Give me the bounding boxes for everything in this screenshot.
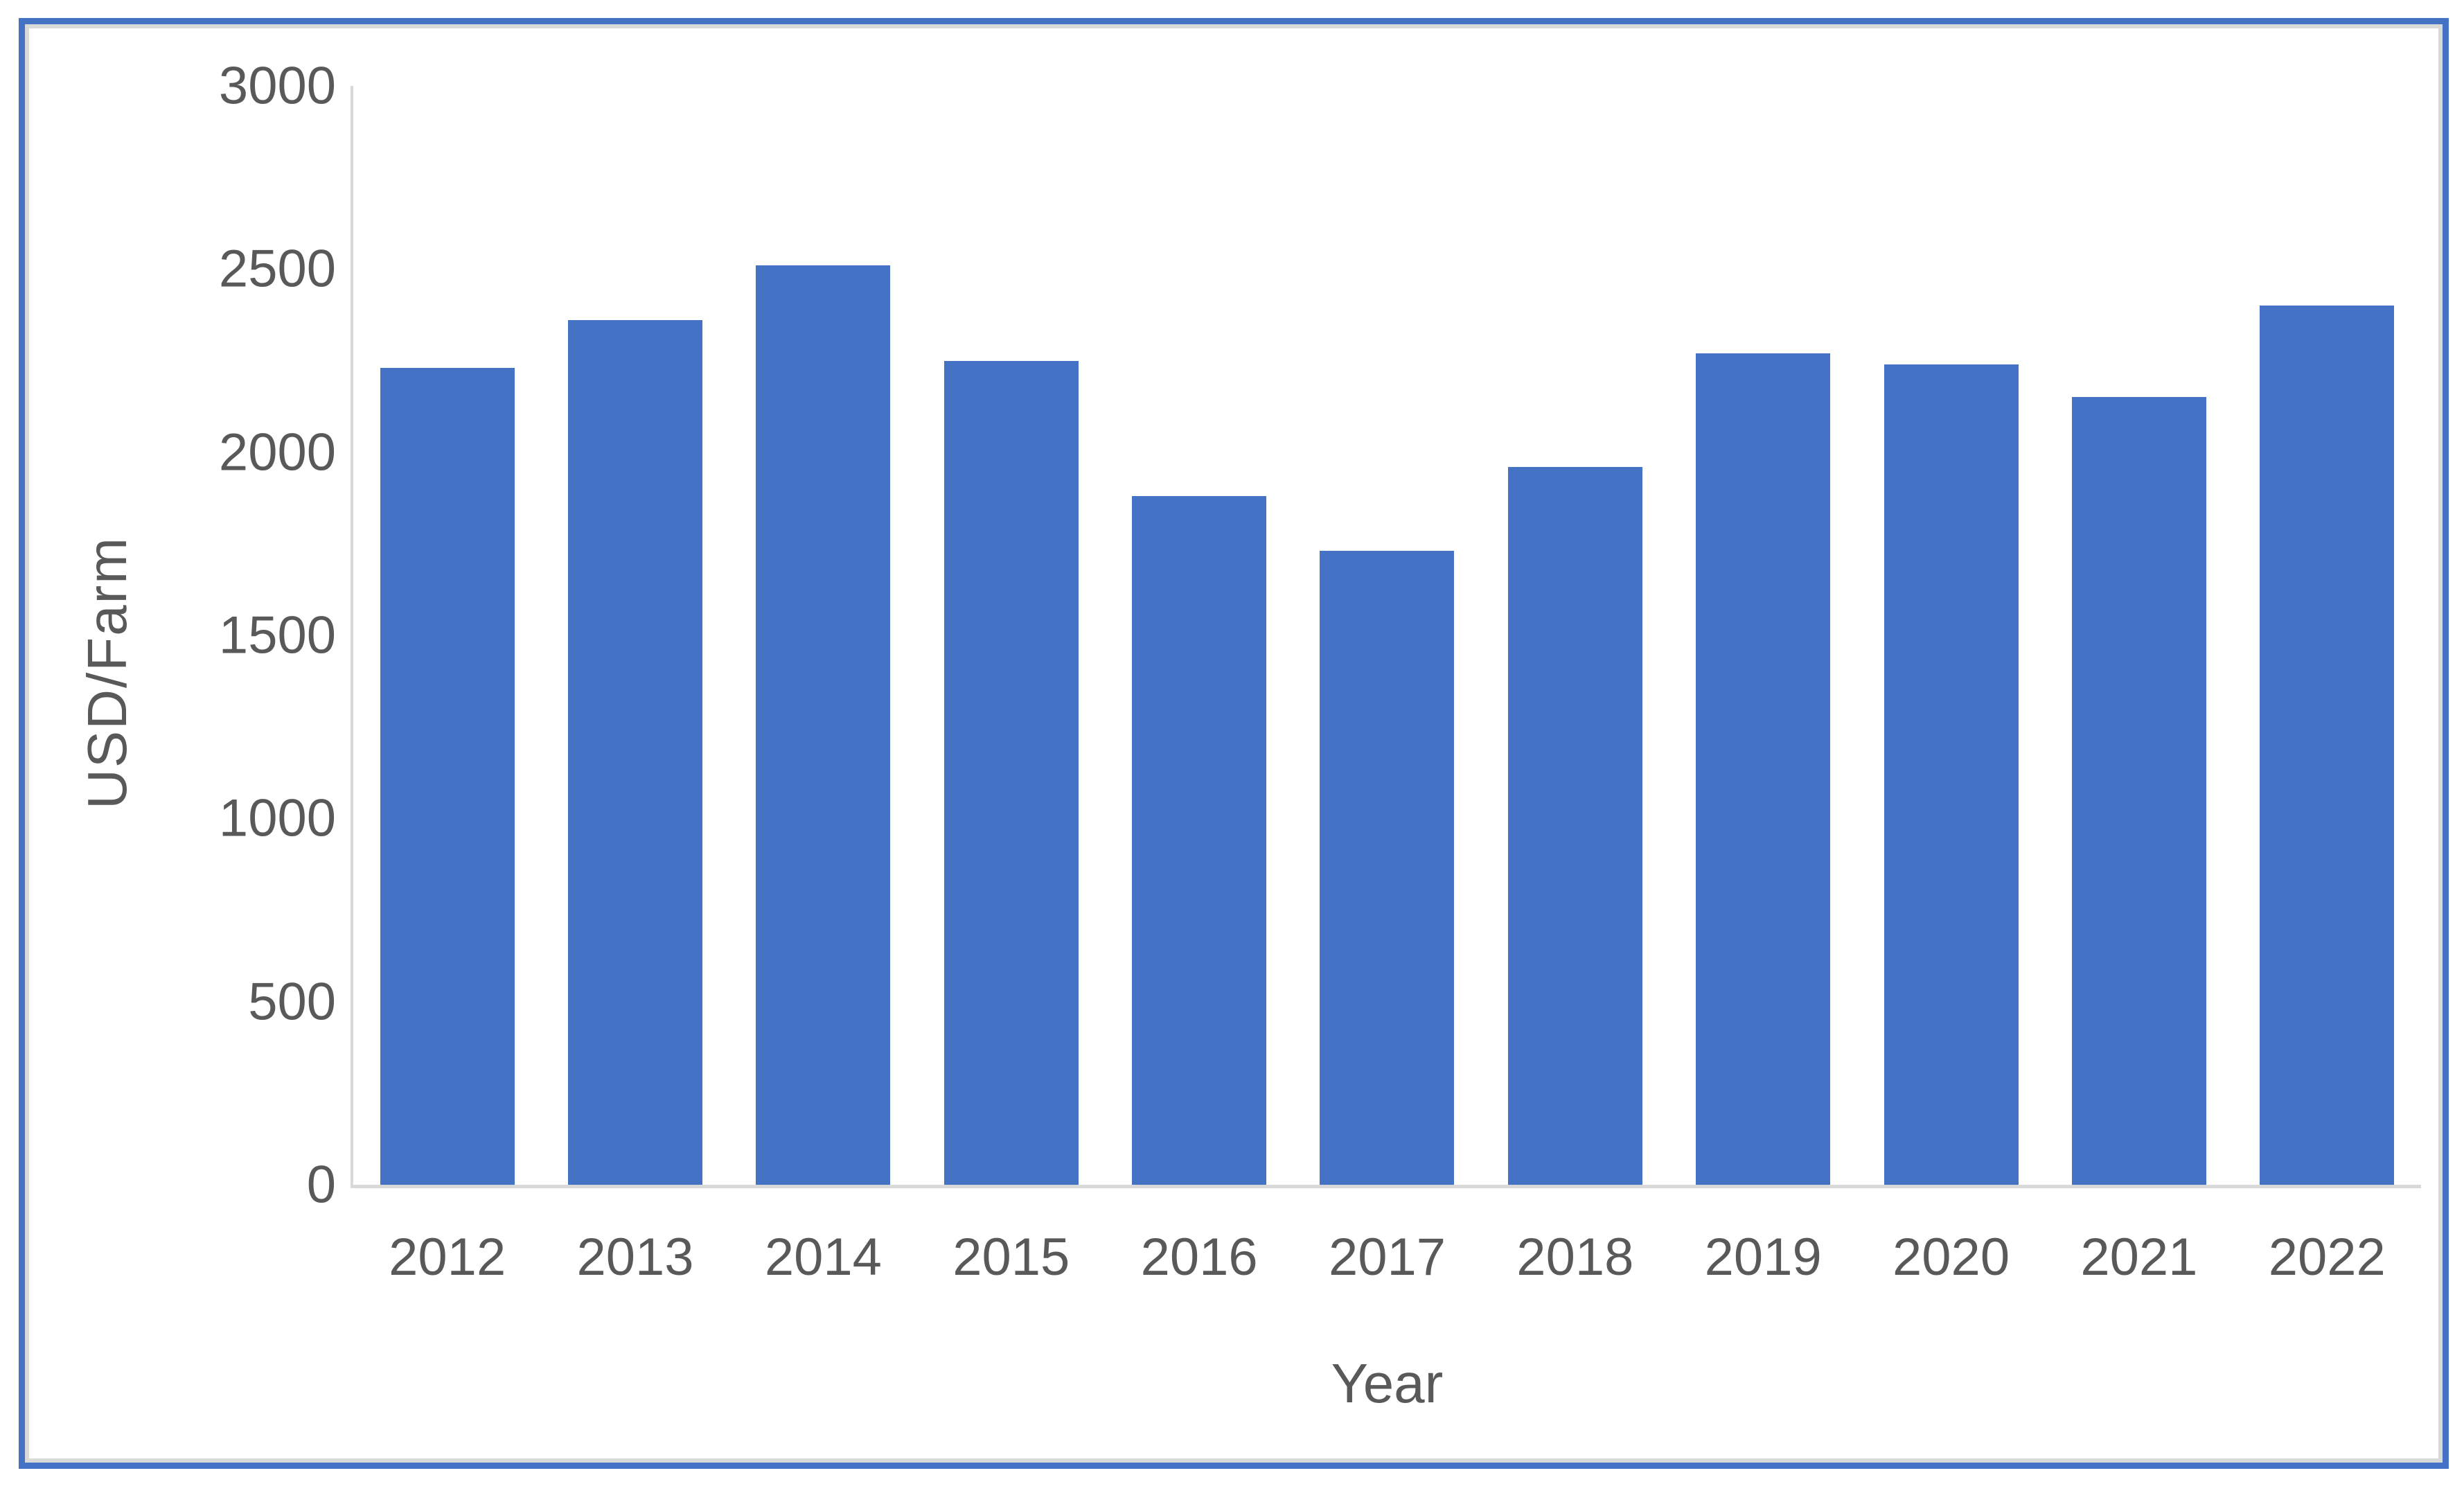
bar-slot-2013: [541, 86, 729, 1185]
x-axis: 2012 2013 2014 2015 2016 2017 2018 2019 2020 2021…: [353, 1230, 2421, 1285]
bar-slot-2012: [353, 86, 541, 1185]
x-axis-tick-label: 2014: [764, 1228, 882, 1287]
y-axis-tick-label: 1500: [218, 606, 336, 665]
bar-slot-2022: [2233, 86, 2421, 1185]
bar-slot-2021: [2045, 86, 2233, 1185]
bar-2022: [2260, 306, 2395, 1185]
bar-2017: [1320, 551, 1455, 1185]
x-axis-tick-label: 2022: [2268, 1228, 2386, 1287]
bar-2014: [756, 265, 891, 1185]
y-axis-tick-label: 0: [306, 1155, 336, 1215]
x-axis-tick-label: 2019: [1704, 1228, 1822, 1287]
bar-slot-2015: [917, 86, 1105, 1185]
y-axis-tick-label: 1000: [218, 788, 336, 848]
plot-area: [351, 86, 2421, 1188]
bar-slot-2016: [1105, 86, 1293, 1185]
bar-slot-2020: [1857, 86, 2045, 1185]
x-axis-tick-label: 2016: [1140, 1228, 1258, 1287]
bar-series: [353, 86, 2421, 1185]
bar-2018: [1507, 466, 1642, 1185]
bar-2016: [1132, 496, 1267, 1185]
x-axis-tick-label: 2013: [576, 1228, 694, 1287]
x-axis-tick-label: 2020: [1893, 1228, 2010, 1287]
bar-slot-2018: [1481, 86, 1669, 1185]
y-axis: 3000 2500 2000 1500 1000 500 0: [29, 57, 336, 1215]
x-axis-title: Year: [1331, 1352, 1444, 1414]
y-axis-tick-label: 500: [248, 972, 336, 1032]
x-axis-tick-label: 2012: [389, 1228, 506, 1287]
bar-2020: [1884, 364, 2019, 1185]
y-axis-tick-label: 2500: [218, 239, 336, 299]
x-axis-tick-label: 2015: [952, 1228, 1070, 1287]
x-axis-tick-label: 2018: [1516, 1228, 1634, 1287]
bar-2021: [2071, 397, 2206, 1185]
bar-slot-2014: [729, 86, 917, 1185]
y-axis-tick-label: 2000: [218, 423, 336, 482]
y-axis-tick-label: 3000: [218, 56, 336, 116]
x-axis-tick-label: 2021: [2080, 1228, 2198, 1287]
bar-2015: [943, 360, 1079, 1185]
bar-slot-2019: [1669, 86, 1857, 1185]
bar-2013: [568, 320, 703, 1185]
chart-canvas: USD/Farm 3000 2500 2000 1500 1000 500 0 2012 20…: [25, 24, 2443, 1463]
bar-2019: [1696, 353, 1831, 1185]
figure-border: USD/Farm 3000 2500 2000 1500 1000 500 0 2012 20…: [19, 18, 2449, 1469]
bar-slot-2017: [1293, 86, 1481, 1185]
bar-2012: [380, 368, 515, 1185]
x-axis-tick-label: 2017: [1328, 1228, 1446, 1287]
